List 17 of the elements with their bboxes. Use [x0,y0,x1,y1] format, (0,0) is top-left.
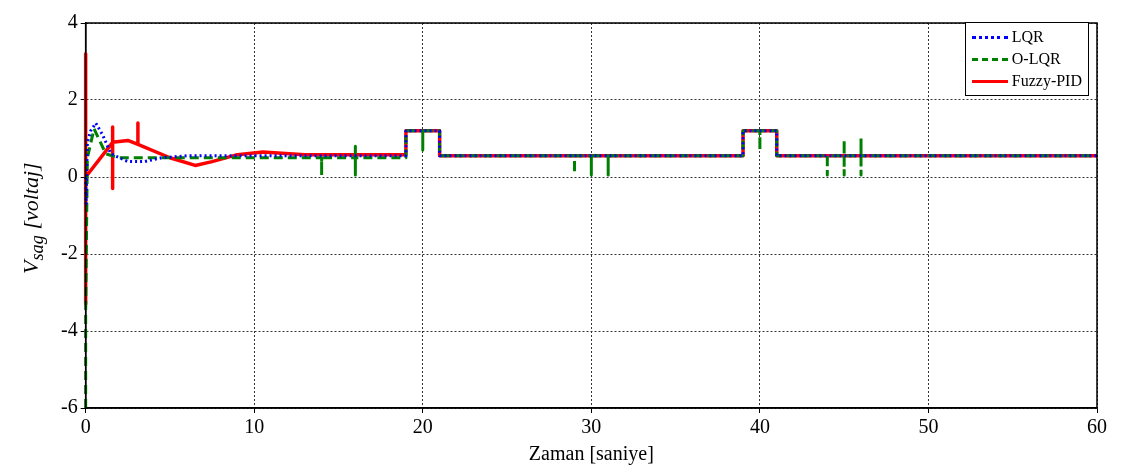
x-tick-label: 30 [581,415,602,438]
x-tick-label: 50 [918,415,939,438]
legend-label: LQR [1011,28,1044,46]
x-tick-label: 20 [412,415,433,438]
y-tick-label: -2 [60,241,78,264]
y-tick-label: 2 [67,87,78,110]
x-axis-title: Zaman [saniye] [528,442,654,466]
x-tick-label: 10 [244,415,265,438]
y-tick-label: 4 [67,10,78,33]
y-tick-label: -6 [60,395,78,418]
legend-label: Fuzzy-PID [1011,72,1082,90]
y-tick-label: -4 [60,318,78,341]
y-tick-label: 0 [67,164,78,187]
x-tick-label: 40 [749,415,770,438]
legend-label: O-LQR [1011,50,1061,68]
line-series [84,121,1099,206]
x-tick-label: 60 [1087,415,1107,438]
